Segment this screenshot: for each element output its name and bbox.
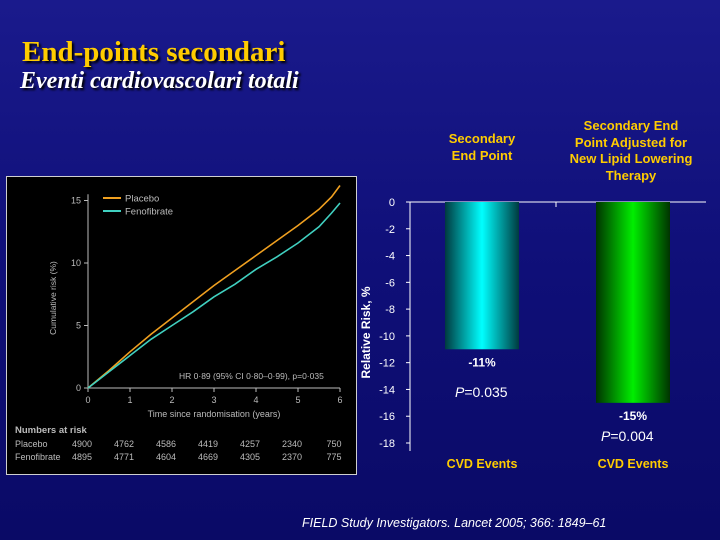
series-line-fenofibrate xyxy=(87,202,341,389)
bar-value-label-1: -11% xyxy=(468,355,496,369)
km-chart-panel: 0 1 2 3 4 5 6 0 5 10 15 Time since randomisation (y… xyxy=(6,176,357,475)
p-value-2: P=0.004 xyxy=(601,428,654,444)
risk-count: 4771 xyxy=(114,452,134,462)
risk-count: 4669 xyxy=(198,452,218,462)
y-axis-title: Cumulative risk (%) xyxy=(48,261,58,335)
x-axis-title: Time since randomisation (years) xyxy=(148,409,281,419)
column-header-2-line: New Lipid Lowering xyxy=(569,151,693,166)
series-line-placebo xyxy=(87,185,341,389)
category-label-1: CVD Events xyxy=(447,457,518,471)
y-tick-label: -8 xyxy=(385,304,395,316)
risk-count: 2340 xyxy=(282,439,302,449)
slide-title: End-points secondari xyxy=(22,36,286,68)
x-tick-label: 0 xyxy=(85,395,90,405)
y-tick-label: 0 xyxy=(76,383,81,393)
p-label-1: P xyxy=(455,384,465,400)
category-label-2: CVD Events xyxy=(598,457,669,471)
y-tick-label: -10 xyxy=(379,331,395,343)
risk-count: 4900 xyxy=(72,439,92,449)
y-tick-label: 10 xyxy=(71,258,81,268)
slide-subtitle: Eventi cardiovascolari totali xyxy=(20,68,299,94)
risk-count: 4604 xyxy=(156,452,176,462)
column-header-1-line: Secondary xyxy=(448,131,516,146)
x-tick-label: 2 xyxy=(169,395,174,405)
y-tick-label: -2 xyxy=(385,224,395,236)
column-header-1-line: End Point xyxy=(451,147,513,163)
risk-count: 4305 xyxy=(240,452,260,462)
y-tick-label: -12 xyxy=(379,358,395,370)
column-header-2-line: Therapy xyxy=(605,167,657,183)
risk-count: 750 xyxy=(326,439,341,449)
y-tick-label: -14 xyxy=(379,384,395,396)
y-tick-label: -6 xyxy=(385,277,395,289)
legend-label-placebo: Placebo xyxy=(125,194,159,205)
y-tick-label: -4 xyxy=(385,251,395,263)
hazard-ratio-annotation: HR 0·89 (95% CI 0·80–0·99), p=0·035 xyxy=(179,371,324,381)
y-tick-label: -16 xyxy=(379,411,395,423)
y-tick-label: -18 xyxy=(379,438,395,450)
risk-count: 4586 xyxy=(156,439,176,449)
p-value-1: P=0.035 xyxy=(455,384,508,400)
column-header-2-line: Point Adjusted for xyxy=(574,134,688,150)
column-header-2-line: Secondary End xyxy=(583,118,679,133)
y-tick-label: 15 xyxy=(71,196,81,206)
y-tick-label: 5 xyxy=(76,321,81,331)
legend-label-fenofibrate: Fenofibrate xyxy=(125,207,173,218)
column-header-2: Secondary End Point Adjusted for New Lipid… xyxy=(558,118,704,184)
bar-value-label-2: -15% xyxy=(619,409,647,423)
x-tick-label: 5 xyxy=(295,395,300,405)
y-axis-title: Relative Risk, % xyxy=(359,286,373,378)
column-header-1: Secondary End Point xyxy=(432,131,532,164)
risk-count: 4762 xyxy=(114,439,134,449)
p-number-2: =0.004 xyxy=(610,428,654,444)
bar-1 xyxy=(445,202,519,350)
numbers-at-risk-heading: Numbers at risk xyxy=(15,425,88,436)
risk-count: 4419 xyxy=(198,439,218,449)
x-tick-label: 6 xyxy=(337,395,342,405)
km-chart: 0 1 2 3 4 5 6 0 5 10 15 Time since randomisation (y… xyxy=(15,185,343,462)
risk-row-label: Fenofibrate xyxy=(15,452,61,462)
x-tick-label: 3 xyxy=(211,395,216,405)
risk-count: 4257 xyxy=(240,439,260,449)
bar-2 xyxy=(596,202,670,403)
risk-count: 4895 xyxy=(72,452,92,462)
risk-count: 2370 xyxy=(282,452,302,462)
risk-row-label: Placebo xyxy=(15,439,48,449)
x-tick-label: 1 xyxy=(127,395,132,405)
x-tick-label: 4 xyxy=(253,395,258,405)
p-number-1: =0.035 xyxy=(464,384,508,400)
p-label-2: P xyxy=(601,428,611,444)
citation: FIELD Study Investigators. Lancet 2005; … xyxy=(302,516,607,530)
y-tick-label: 0 xyxy=(389,197,395,209)
risk-count: 775 xyxy=(326,452,341,462)
